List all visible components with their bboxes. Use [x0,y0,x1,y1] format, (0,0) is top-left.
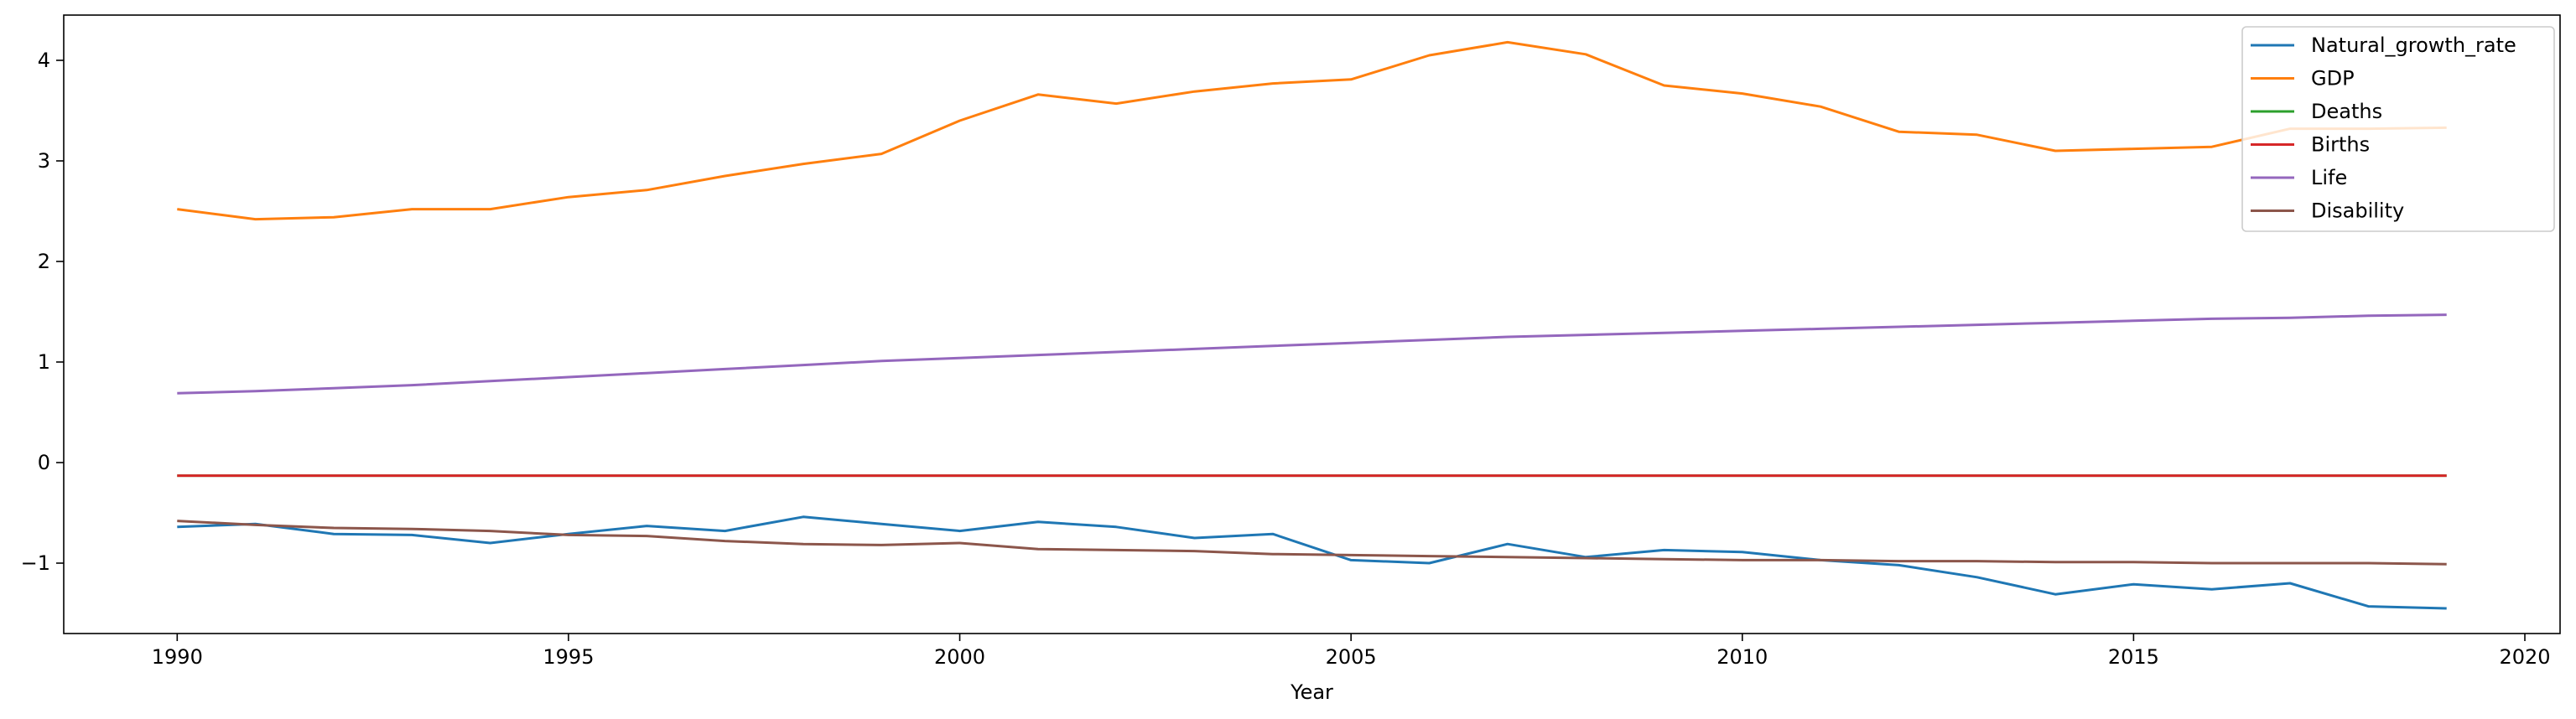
x-tick-label: 2010 [1716,645,1768,669]
legend-box [2241,26,2555,232]
legend-label: GDP [2311,67,2355,91]
series-line-gdp [177,40,2447,221]
x-tick-label: 1995 [543,645,594,669]
legend-label: Deaths [2311,100,2382,123]
series-line-life [177,313,2447,395]
legend-label: Births [2311,133,2370,157]
series-line-disability [177,520,2447,566]
y-tick-label: 3 [38,149,50,173]
legend-label: Disability [2311,199,2404,223]
legend-label: Life [2311,166,2347,189]
plot-frame [63,14,2561,634]
series-layer [177,40,2447,610]
legend-label: Natural_growth_rate [2311,34,2516,57]
x-tick-label: 2020 [2499,645,2550,669]
y-tick-label: 2 [38,250,50,273]
x-tick-label: 2015 [2108,645,2159,669]
x-tick-label: 2000 [934,645,985,669]
y-axis: −1 0 1 2 3 4 [21,49,64,575]
x-axis: 1990 1995 2000 2005 2010 2015 2020 [152,634,2551,669]
legend: Natural_growth_rate GDP Deaths Births Life Di… [2241,26,2555,232]
y-tick-label: 4 [38,49,50,72]
y-tick-label: 1 [38,350,50,374]
x-tick-label: 1990 [152,645,203,669]
y-tick-label: 0 [38,451,50,474]
y-tick-label: −1 [21,551,50,575]
x-axis-title: Year [1290,680,1333,704]
x-tick-label: 2005 [1326,645,1377,669]
